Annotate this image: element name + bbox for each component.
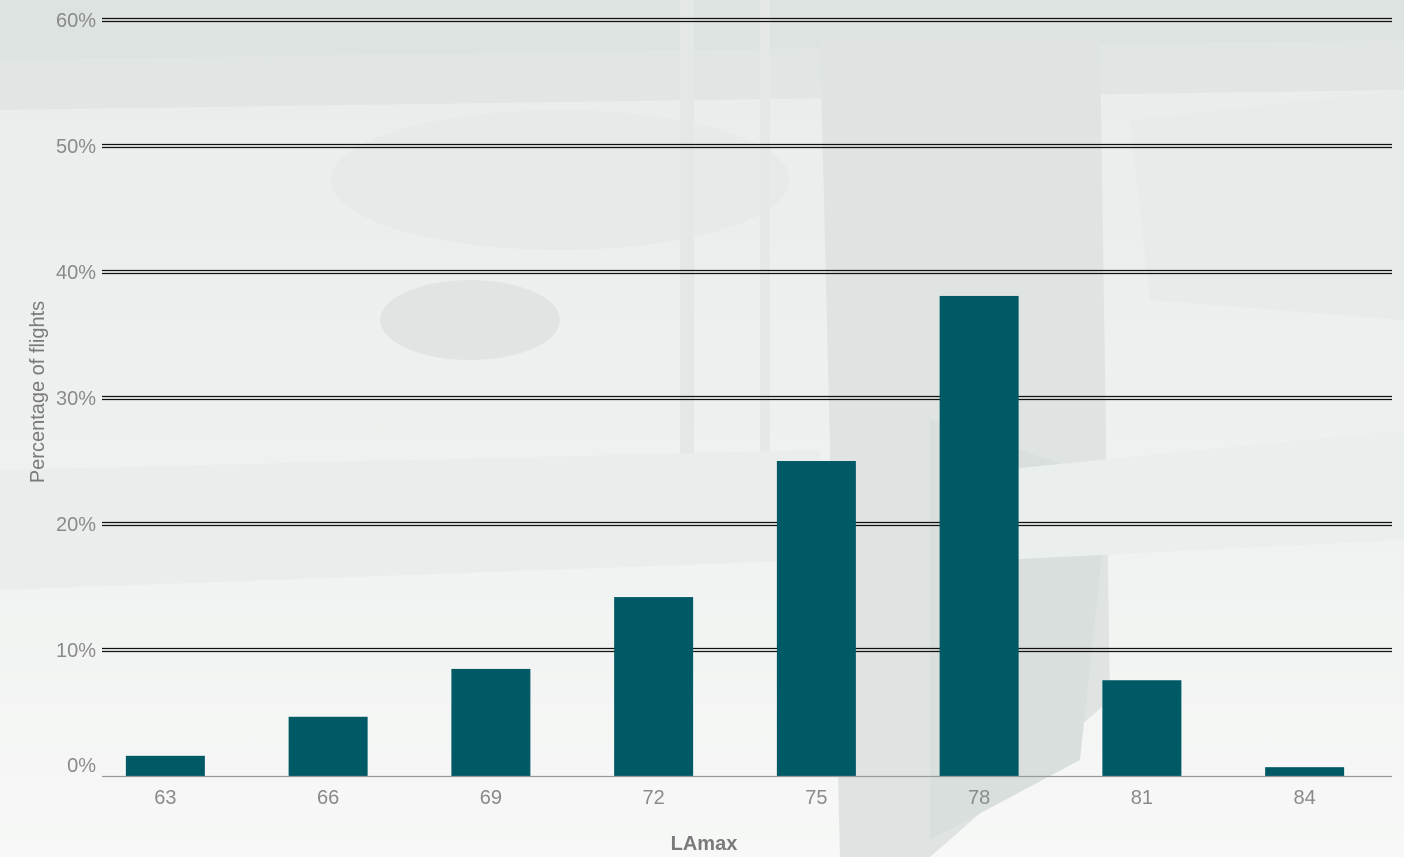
x-tick-label: 69 bbox=[480, 787, 502, 809]
gridlines bbox=[102, 17, 1392, 653]
y-tick-label: 0% bbox=[67, 755, 96, 777]
y-tick-labels: 0% 10% 20% 30% 40% 50% 60% bbox=[56, 10, 96, 777]
bar-84 bbox=[1265, 767, 1345, 776]
y-tick-label: 30% bbox=[56, 388, 96, 410]
x-tick-labels: 63 66 69 72 75 78 81 84 bbox=[154, 787, 1316, 809]
x-tick-label: 84 bbox=[1294, 787, 1316, 809]
bars bbox=[125, 295, 1345, 776]
x-tick-label: 78 bbox=[968, 787, 990, 809]
y-tick-label: 50% bbox=[56, 136, 96, 158]
y-tick-label: 10% bbox=[56, 640, 96, 662]
bar-69 bbox=[451, 668, 531, 776]
bar-72 bbox=[614, 597, 694, 776]
x-tick-label: 63 bbox=[154, 787, 176, 809]
x-tick-label: 72 bbox=[643, 787, 665, 809]
y-tick-label: 40% bbox=[56, 262, 96, 284]
bar-81 bbox=[1102, 680, 1182, 776]
x-tick-label: 81 bbox=[1131, 787, 1153, 809]
bar-75 bbox=[776, 461, 856, 776]
y-tick-label: 20% bbox=[56, 514, 96, 536]
bar-78 bbox=[939, 295, 1019, 776]
bar-63 bbox=[125, 755, 205, 776]
x-tick-label: 66 bbox=[317, 787, 339, 809]
y-axis-title: Percentage of flights bbox=[27, 301, 49, 483]
x-tick-label: 75 bbox=[805, 787, 827, 809]
y-tick-label: 60% bbox=[56, 10, 96, 32]
x-axis-title: LAmax bbox=[671, 833, 738, 855]
bar-66 bbox=[288, 716, 368, 776]
